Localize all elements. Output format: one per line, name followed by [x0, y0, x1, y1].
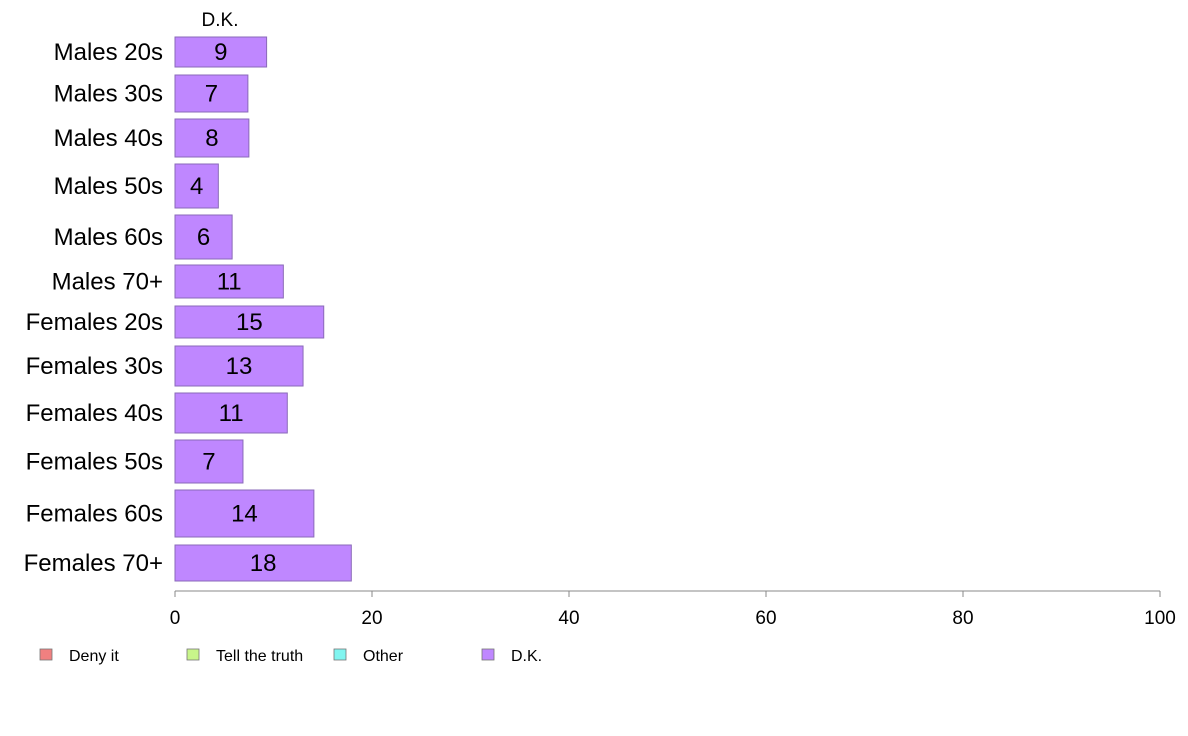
value-label-females-70: 18	[250, 550, 277, 577]
category-label-males-70: Males 70+	[52, 269, 163, 296]
value-label-females-30s: 13	[226, 353, 253, 380]
value-label-males-60s: 6	[197, 224, 210, 251]
category-label-females-60s: Females 60s	[26, 501, 163, 528]
value-label-males-50s: 4	[190, 173, 203, 200]
legend-swatch-other	[333, 648, 347, 661]
legend: Deny it Tell the truth Other D.K.	[39, 648, 542, 665]
legend-label-tell-the-truth: Tell the truth	[216, 648, 303, 665]
x-tick-label-0: 0	[170, 608, 181, 629]
value-label-males-20s: 9	[214, 39, 227, 66]
category-label-females-50s: Females 50s	[26, 449, 163, 476]
category-label-males-50s: Males 50s	[54, 173, 163, 200]
legend-swatch-deny-it	[39, 648, 53, 661]
category-label-males-20s: Males 20s	[54, 39, 163, 66]
value-label-males-30s: 7	[205, 81, 218, 108]
bar-d-k-males-70	[174, 264, 284, 299]
value-label-males-70: 11	[217, 269, 242, 296]
category-label-females-40s: Females 40s	[26, 400, 163, 427]
x-tick-label-40: 40	[558, 608, 579, 629]
value-label-females-50s: 7	[202, 449, 215, 476]
legend-label-other: Other	[363, 648, 404, 665]
bar-d-k-females-30s	[174, 345, 304, 387]
legend-swatch-d-k	[481, 648, 495, 661]
x-tick-label-100: 100	[1144, 608, 1176, 629]
bar-d-k-females-50s	[174, 439, 244, 484]
bar-d-k-females-20s	[174, 305, 325, 339]
x-tick-label-80: 80	[952, 608, 973, 629]
category-label-males-30s: Males 30s	[54, 81, 163, 108]
value-label-females-60s: 14	[231, 501, 258, 528]
x-axis: 0 20 40 60 80 100	[170, 590, 1176, 629]
bar-d-k-females-40s	[174, 392, 288, 434]
legend-swatch-tell-the-truth	[186, 648, 200, 661]
bar-d-k-males-50s	[174, 163, 219, 209]
bar-d-k-males-30s	[174, 74, 249, 113]
legend-label-d-k: D.K.	[511, 648, 542, 665]
legend-label-deny-it: Deny it	[69, 648, 119, 665]
value-label-males-40s: 8	[205, 125, 218, 152]
x-tick-label-20: 20	[361, 608, 382, 629]
category-label-females-20s: Females 20s	[26, 309, 163, 336]
category-labels: Males 20s Males 30s Males 40s Males 50s Male…	[24, 39, 163, 577]
bar-d-k-males-20s	[174, 36, 268, 68]
bar-d-k-males-40s	[174, 118, 250, 158]
bar-d-k-females-60s	[174, 489, 315, 538]
category-label-females-30s: Females 30s	[26, 353, 163, 380]
category-label-males-40s: Males 40s	[54, 125, 163, 152]
category-label-females-70: Females 70+	[24, 550, 163, 577]
bar-d-k-females-70	[174, 544, 352, 582]
column-header-dk: D.K.	[202, 10, 239, 31]
value-label-females-20s: 15	[236, 309, 263, 336]
x-tick-label-60: 60	[755, 608, 776, 629]
category-label-males-60s: Males 60s	[54, 224, 163, 251]
value-label-females-40s: 11	[219, 400, 244, 427]
bar-d-k-males-60s	[174, 214, 233, 260]
